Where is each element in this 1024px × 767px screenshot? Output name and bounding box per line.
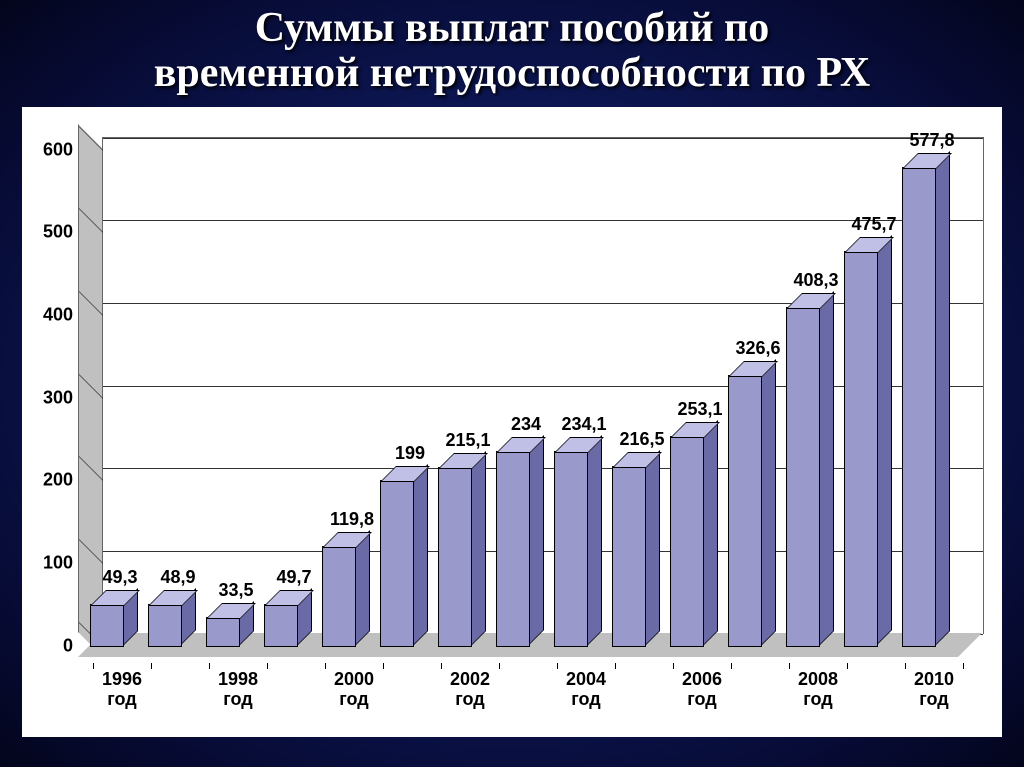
title-line-1: Суммы выплат пособий по	[255, 5, 769, 51]
bar-front	[786, 307, 820, 647]
bar-value-label: 475,7	[851, 214, 896, 235]
bar-value-label: 215,1	[445, 430, 490, 451]
plot-area: 0100200300400500600 49,348,933,549,7119,…	[102, 137, 982, 657]
bar-value-label: 49,3	[102, 567, 137, 588]
bar-value-label: 408,3	[793, 270, 838, 291]
bar-front	[496, 451, 530, 646]
bar-front	[438, 467, 472, 647]
xtick	[789, 663, 790, 669]
xtick-label: 2004год	[566, 669, 606, 710]
bar-front	[612, 466, 646, 647]
bar-value-label: 119,8	[330, 509, 374, 530]
xtick	[731, 663, 732, 669]
xtick	[151, 663, 152, 669]
x-axis: 1996год 1998год 2000год 2002год 2004год 2006г…	[102, 663, 982, 723]
bar-front	[844, 251, 878, 646]
chart-panel: 0 100 200 300 400 500 600 49,3 48,9 33,5 49,7 119,…	[22, 107, 1002, 737]
xtick	[557, 663, 558, 669]
bar-value-label: 216,5	[619, 429, 664, 450]
bar-side	[470, 451, 486, 647]
xtick	[267, 663, 268, 669]
bar-side	[934, 151, 950, 647]
bar-value-label: 234,1	[561, 414, 606, 435]
bar-side	[702, 420, 718, 647]
bar-front	[380, 480, 414, 647]
bar-value-label: 48,9	[160, 567, 195, 588]
slide-title: Суммы выплат пособий по временной нетруд…	[154, 6, 871, 97]
bar-front	[264, 604, 298, 647]
xtick	[499, 663, 500, 669]
slide: Суммы выплат пособий по временной нетруд…	[0, 0, 1024, 767]
xtick-label: 1998год	[218, 669, 258, 710]
xtick	[383, 663, 384, 669]
xtick-label: 2000год	[334, 669, 374, 710]
bar-value-label: 326,6	[735, 338, 780, 359]
bar-front	[322, 546, 356, 647]
xtick-label: 2010год	[914, 669, 954, 710]
title-line-2: временной нетрудоспособности по РХ	[154, 50, 871, 96]
xtick	[209, 663, 210, 669]
bar-value-label: 577,8	[909, 130, 954, 151]
bar-front	[206, 617, 240, 647]
ytick-label: 0	[23, 635, 73, 656]
bar-side	[412, 464, 428, 647]
xtick	[615, 663, 616, 669]
bar-value-label: 234	[511, 414, 541, 435]
xtick-label: 2006год	[682, 669, 722, 710]
ytick-label: 100	[23, 553, 73, 574]
plot-side-wall	[78, 124, 103, 657]
xtick	[673, 663, 674, 669]
bar-front	[670, 436, 704, 647]
xtick-label: 2002год	[450, 669, 490, 710]
bar-value-label: 49,7	[276, 567, 311, 588]
bar: 577,8	[932, 155, 964, 633]
xtick	[963, 663, 964, 669]
bar-value-label: 33,5	[218, 580, 253, 601]
ytick-label: 500	[23, 222, 73, 243]
bar-side	[528, 435, 544, 646]
xtick-label: 2008год	[798, 669, 838, 710]
bar-value-label: 199	[395, 443, 425, 464]
bar-front	[90, 604, 124, 647]
ytick-label: 400	[23, 305, 73, 326]
xtick	[905, 663, 906, 669]
xtick	[441, 663, 442, 669]
ytick-label: 200	[23, 470, 73, 491]
bar-front	[902, 167, 936, 647]
bar-front	[148, 604, 182, 646]
bar-side	[876, 235, 892, 646]
xtick	[325, 663, 326, 669]
bar-side	[818, 291, 834, 647]
bar-front	[554, 451, 588, 647]
bar-front	[728, 375, 762, 647]
ytick-label: 600	[23, 139, 73, 160]
bars-container: 49,3 48,9 33,5 49,7 119,8 199 215,1 234 234,1 216…	[102, 137, 982, 633]
ytick-label: 300	[23, 387, 73, 408]
bar-side	[760, 359, 776, 647]
bar-side	[644, 450, 660, 647]
xtick	[847, 663, 848, 669]
bar-value-label: 253,1	[677, 399, 722, 420]
xtick	[93, 663, 94, 669]
bar-side	[586, 435, 602, 647]
xtick-label: 1996год	[102, 669, 142, 710]
